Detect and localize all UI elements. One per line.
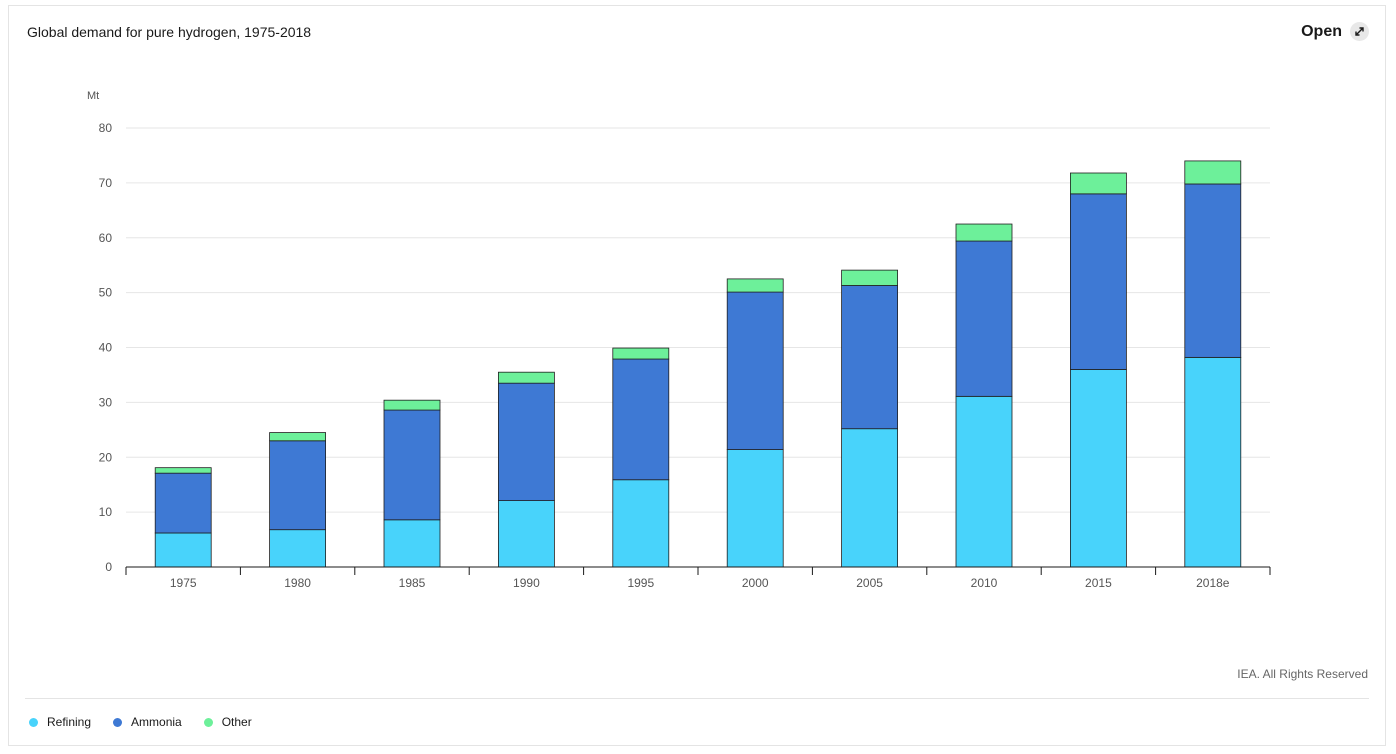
y-tick-label: 0 bbox=[105, 560, 112, 574]
legend-item-refining[interactable]: Refining bbox=[29, 715, 91, 729]
legend-dot-icon bbox=[113, 717, 123, 727]
x-tick-label: 1995 bbox=[627, 576, 654, 590]
y-axis-ticks: 0 10 20 30 40 50 60 70 80 bbox=[99, 121, 113, 574]
bar-segment-other[interactable] bbox=[154, 467, 212, 474]
bar-segment-ammonia[interactable] bbox=[497, 382, 555, 502]
open-button[interactable]: Open bbox=[1301, 22, 1369, 41]
bar-segment-refining[interactable] bbox=[1070, 369, 1127, 568]
legend-item-ammonia[interactable]: Ammonia bbox=[113, 715, 182, 729]
bar-segment-other[interactable] bbox=[269, 432, 327, 442]
chart-legend: Refining Ammonia Other bbox=[29, 715, 252, 729]
chart-title: Global demand for pure hydrogen, 1975-20… bbox=[27, 24, 312, 40]
x-tick-label: 1980 bbox=[284, 576, 311, 590]
bar-segment-refining[interactable] bbox=[726, 449, 784, 568]
legend-dot-icon bbox=[29, 717, 38, 727]
bar-segment-other[interactable] bbox=[955, 223, 1013, 242]
x-tick-label: 2005 bbox=[856, 576, 883, 590]
bar-segment-ammonia[interactable] bbox=[841, 285, 898, 430]
bar-segment-ammonia[interactable] bbox=[612, 358, 670, 481]
bar-segment-other[interactable] bbox=[841, 269, 898, 286]
bar-segment-ammonia[interactable] bbox=[726, 291, 784, 450]
y-tick-label: 60 bbox=[99, 231, 113, 245]
bars bbox=[154, 160, 1242, 568]
bar-segment-ammonia[interactable] bbox=[269, 440, 327, 531]
bar-segment-other[interactable] bbox=[383, 399, 441, 411]
x-tick-label: 2000 bbox=[742, 576, 769, 590]
y-tick-label: 30 bbox=[99, 395, 113, 409]
x-tick-label: 1985 bbox=[399, 576, 426, 590]
y-tick-label: 70 bbox=[99, 176, 113, 190]
legend-dot-icon bbox=[203, 717, 213, 727]
bar-segment-other[interactable] bbox=[726, 278, 784, 293]
bar-segment-other[interactable] bbox=[1070, 172, 1127, 195]
bar-segment-refining[interactable] bbox=[955, 395, 1013, 568]
bar-segment-refining[interactable] bbox=[154, 532, 212, 568]
bar-segment-ammonia[interactable] bbox=[1184, 183, 1242, 358]
bar-segment-refining[interactable] bbox=[269, 529, 327, 568]
bar-segment-refining[interactable] bbox=[1184, 356, 1242, 568]
expand-icon bbox=[1350, 22, 1369, 41]
bar-segment-refining[interactable] bbox=[841, 428, 898, 568]
stacked-bar-chart: Mt 0 10 20 30 40 50 60 70 80 1975 1980 1985 1990 199… bbox=[87, 90, 1271, 590]
bar-segment-refining[interactable] bbox=[612, 479, 670, 568]
legend-divider bbox=[25, 698, 1369, 699]
legend-item-other[interactable]: Other bbox=[203, 715, 252, 729]
bar-segment-other[interactable] bbox=[497, 371, 555, 384]
bar-segment-ammonia[interactable] bbox=[955, 240, 1013, 397]
x-tick-label: 2015 bbox=[1085, 576, 1112, 590]
x-tick-label: 1975 bbox=[170, 576, 197, 590]
x-tick-label: 1990 bbox=[513, 576, 540, 590]
x-axis-ticks: 1975 1980 1985 1990 1995 2000 2005 2010 2015 2018… bbox=[170, 576, 1230, 590]
legend-label: Ammonia bbox=[131, 715, 182, 729]
bar-segment-ammonia[interactable] bbox=[383, 409, 441, 521]
legend-label: Other bbox=[221, 715, 252, 729]
y-tick-label: 40 bbox=[99, 341, 113, 355]
bar-segment-refining[interactable] bbox=[383, 519, 441, 568]
bar-segment-other[interactable] bbox=[1184, 160, 1242, 185]
chart-card: Global demand for pure hydrogen, 1975-20… bbox=[8, 5, 1386, 746]
bar-segment-refining[interactable] bbox=[497, 500, 555, 568]
legend-label: Refining bbox=[47, 715, 92, 729]
open-button-label: Open bbox=[1301, 22, 1342, 40]
x-tick-label: 2018e bbox=[1196, 576, 1230, 590]
y-tick-label: 10 bbox=[99, 505, 113, 519]
bar-segment-other[interactable] bbox=[612, 347, 670, 360]
y-axis-unit-label: Mt bbox=[87, 90, 99, 102]
bar-segment-ammonia[interactable] bbox=[1070, 193, 1127, 370]
x-tick-label: 2010 bbox=[971, 576, 998, 590]
y-tick-label: 50 bbox=[99, 286, 113, 300]
bar-segment-ammonia[interactable] bbox=[154, 472, 212, 534]
x-axis bbox=[125, 566, 1271, 575]
y-tick-label: 80 bbox=[99, 121, 113, 135]
copyright-notice: IEA. All Rights Reserved bbox=[1237, 667, 1368, 681]
y-tick-label: 20 bbox=[99, 450, 113, 464]
